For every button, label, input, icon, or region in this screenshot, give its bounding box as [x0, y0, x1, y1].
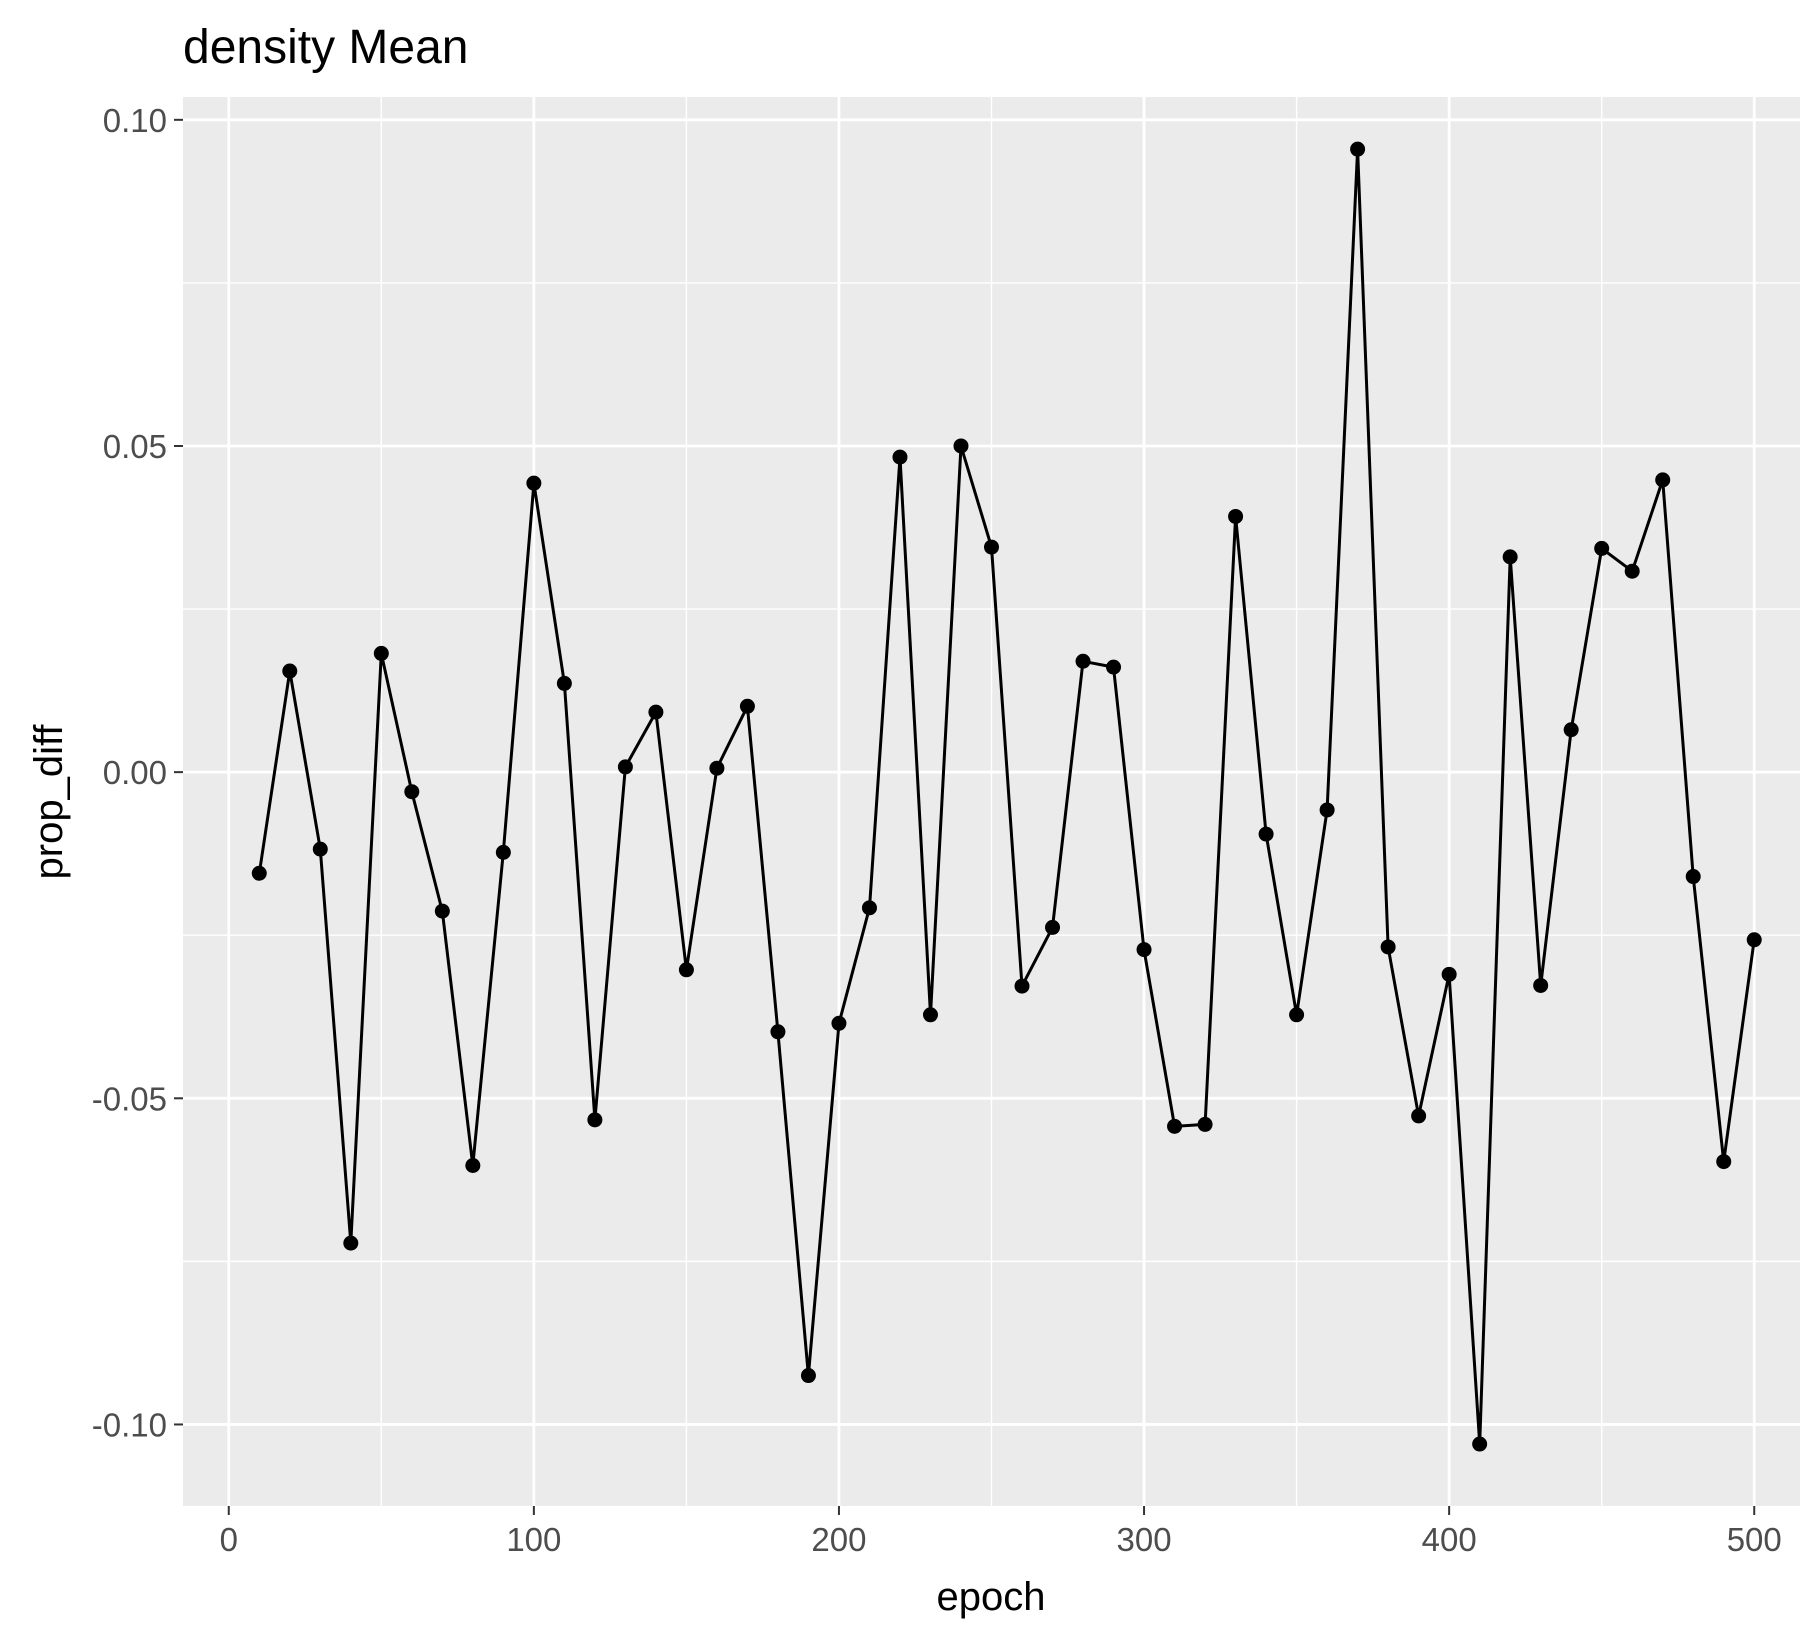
y-tick-label: 0.05	[103, 428, 167, 465]
data-point	[526, 475, 542, 491]
data-point	[1075, 653, 1091, 669]
data-point	[1350, 141, 1366, 157]
data-point	[1197, 1116, 1213, 1132]
data-point	[434, 903, 450, 919]
data-point	[1655, 472, 1671, 488]
data-point	[1502, 549, 1518, 565]
data-point	[1472, 1436, 1488, 1452]
data-point	[831, 1015, 847, 1031]
data-point	[343, 1235, 359, 1251]
data-point	[1289, 1007, 1305, 1023]
data-point	[1045, 919, 1061, 935]
x-axis-title: epoch	[937, 1575, 1046, 1619]
data-point	[1014, 978, 1030, 994]
y-tick-label: 0.10	[103, 102, 167, 139]
y-axis: -0.10 -0.05 0.00 0.05 0.10	[92, 102, 183, 1443]
series-line-1	[257, 147, 1756, 1446]
x-tick-label: 300	[1117, 1521, 1172, 1558]
data-point	[1228, 508, 1244, 524]
data-points	[251, 141, 1762, 1452]
data-point	[495, 844, 511, 860]
data-point	[770, 1024, 786, 1040]
data-point	[1106, 659, 1122, 675]
data-point	[861, 900, 877, 916]
chart-title: density Mean	[183, 21, 469, 74]
data-point	[1136, 942, 1152, 958]
x-tick-label: 0	[220, 1521, 238, 1558]
data-point	[800, 1368, 816, 1384]
data-point	[1380, 939, 1396, 955]
data-point	[1746, 932, 1762, 948]
y-tick-label: -0.10	[92, 1406, 167, 1443]
x-tick-label: 100	[506, 1521, 561, 1558]
x-axis: 0 100 200 300 400 500	[220, 1506, 1782, 1558]
data-point	[678, 962, 694, 978]
data-point	[556, 675, 572, 691]
data-point	[1319, 802, 1335, 818]
data-point	[1167, 1118, 1183, 1134]
data-point	[587, 1112, 603, 1128]
x-tick-label: 400	[1422, 1521, 1477, 1558]
data-point	[953, 438, 969, 454]
data-point	[1411, 1108, 1427, 1124]
data-point	[282, 663, 298, 679]
y-axis-title: prop_diff	[27, 724, 71, 880]
data-point	[1563, 722, 1579, 738]
y-tick-label: 0.00	[103, 754, 167, 791]
data-point	[1441, 966, 1457, 982]
series-line-layer	[257, 147, 1756, 1446]
data-point	[1624, 563, 1640, 579]
data-point	[648, 704, 664, 720]
data-point	[1258, 826, 1274, 842]
data-point	[251, 865, 267, 881]
x-tick-label: 500	[1727, 1521, 1782, 1558]
minor-gridlines	[183, 97, 1800, 1506]
data-point	[617, 759, 633, 775]
y-tick-label: -0.05	[92, 1080, 167, 1117]
data-point	[373, 645, 389, 661]
data-point	[922, 1007, 938, 1023]
data-point	[709, 760, 725, 776]
x-tick-label: 200	[811, 1521, 866, 1558]
data-point	[1716, 1154, 1732, 1170]
data-point	[312, 841, 328, 857]
data-point	[404, 784, 420, 800]
data-point	[465, 1157, 481, 1173]
data-point	[984, 539, 999, 555]
data-point	[739, 698, 755, 714]
data-point	[892, 449, 908, 465]
data-point	[1533, 977, 1549, 993]
data-point	[1685, 869, 1701, 885]
major-gridlines	[183, 97, 1800, 1506]
data-point	[1594, 540, 1610, 556]
